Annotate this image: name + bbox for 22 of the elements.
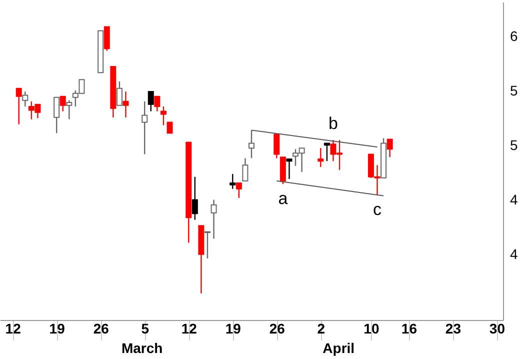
text: 4 xyxy=(510,191,518,208)
text: March xyxy=(121,340,163,356)
x-tick-label: 10 xyxy=(364,320,380,336)
text: 5 xyxy=(510,82,518,98)
x-tick-label: 30 xyxy=(489,320,506,336)
text: April xyxy=(322,340,355,356)
x-tick-label: 26 xyxy=(269,320,286,336)
x-tick-label: 19 xyxy=(49,320,66,336)
x-tick-label: 26 xyxy=(93,320,110,336)
annotation: b xyxy=(328,114,338,134)
x-tick-label: 23 xyxy=(445,320,462,336)
x-tick-label: 5 xyxy=(141,320,150,336)
text: 5 xyxy=(510,136,518,153)
annotation: c xyxy=(373,200,382,219)
x-tick-label: 12 xyxy=(5,320,22,336)
x-tick-label: 2 xyxy=(317,320,326,336)
text: 6 xyxy=(510,28,518,44)
x-tick-label: 16 xyxy=(401,320,418,336)
text: 4 xyxy=(510,246,518,262)
annotation: a xyxy=(278,189,288,208)
x-tick-label: 19 xyxy=(225,320,242,336)
x-tick-label: 12 xyxy=(181,320,198,336)
